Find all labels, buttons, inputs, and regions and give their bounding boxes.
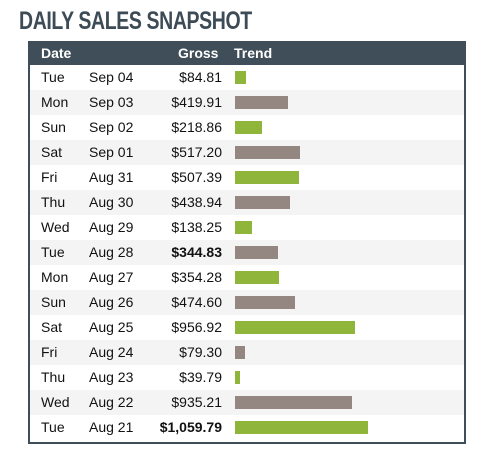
- table-row: Fri Aug 24 $79.30: [30, 340, 464, 365]
- row-day: Wed: [41, 219, 70, 235]
- row-day: Mon: [41, 269, 69, 285]
- row-gross: $935.21: [171, 394, 222, 410]
- header-trend: Trend: [234, 45, 273, 61]
- table-row: Mon Aug 27 $354.28: [30, 265, 464, 290]
- page-title: DAILY SALES SNAPSHOT: [19, 7, 252, 35]
- trend-bar: [235, 346, 245, 359]
- row-date: Aug 29: [89, 219, 134, 235]
- table-row: Wed Aug 22 $935.21: [30, 390, 464, 415]
- row-date: Aug 25: [89, 319, 134, 335]
- header-date: Date: [41, 45, 72, 61]
- row-gross: $517.20: [171, 144, 222, 160]
- table-row: Mon Sep 03 $419.91: [30, 90, 464, 115]
- trend-bar: [235, 221, 252, 234]
- row-gross: $507.39: [171, 169, 222, 185]
- trend-bar: [235, 146, 300, 159]
- row-date: Aug 31: [89, 169, 134, 185]
- row-gross: $474.60: [171, 294, 222, 310]
- table-row: Sun Aug 26 $474.60: [30, 290, 464, 315]
- row-gross: $84.81: [179, 69, 222, 85]
- row-date: Sep 03: [89, 94, 134, 110]
- row-gross: $138.25: [171, 219, 222, 235]
- row-day: Thu: [41, 369, 66, 385]
- row-gross: $79.30: [179, 344, 222, 360]
- trend-bar: [235, 396, 352, 409]
- table-row: Wed Aug 29 $138.25: [30, 215, 464, 240]
- row-day: Tue: [41, 69, 65, 85]
- trend-bar: [235, 371, 240, 384]
- table-row: Tue Sep 04 $84.81: [30, 65, 464, 90]
- table-row: Sat Aug 25 $956.92: [30, 315, 464, 340]
- row-date: Aug 30: [89, 194, 134, 210]
- row-date: Aug 21: [89, 419, 134, 435]
- row-day: Sat: [41, 144, 63, 160]
- table-row: Tue Aug 28 $344.83: [30, 240, 464, 265]
- row-date: Aug 27: [89, 269, 134, 285]
- trend-bar: [235, 171, 299, 184]
- header-gross: Gross: [178, 45, 219, 61]
- row-day: Sun: [41, 119, 66, 135]
- row-day: Sat: [41, 319, 63, 335]
- table-row: Sun Sep 02 $218.86: [30, 115, 464, 140]
- row-date: Sep 02: [89, 119, 134, 135]
- row-date: Aug 24: [89, 344, 134, 360]
- row-day: Wed: [41, 394, 70, 410]
- row-date: Aug 26: [89, 294, 134, 310]
- sales-table: Date Gross Trend Tue Sep 04 $84.81 Mon Sep 0…: [28, 41, 466, 444]
- row-day: Mon: [41, 94, 69, 110]
- row-day: Thu: [41, 194, 66, 210]
- row-day: Tue: [41, 419, 65, 435]
- trend-bar: [235, 421, 368, 434]
- row-day: Sun: [41, 294, 66, 310]
- row-day: Fri: [41, 169, 58, 185]
- row-gross: $438.94: [171, 194, 222, 210]
- row-gross: $354.28: [171, 269, 222, 285]
- row-date: Aug 22: [89, 394, 134, 410]
- row-date: Aug 28: [89, 244, 134, 260]
- row-gross: $218.86: [171, 119, 222, 135]
- trend-bar: [235, 296, 295, 309]
- trend-bar: [235, 71, 246, 84]
- trend-bar: [235, 271, 279, 284]
- row-gross: $344.83: [171, 244, 222, 260]
- trend-bar: [235, 321, 355, 334]
- table-row: Fri Aug 31 $507.39: [30, 165, 464, 190]
- trend-bar: [235, 196, 290, 209]
- row-date: Aug 23: [89, 369, 134, 385]
- row-gross: $419.91: [171, 94, 222, 110]
- row-gross: $1,059.79: [159, 419, 222, 435]
- table-row: Sat Sep 01 $517.20: [30, 140, 464, 165]
- trend-bar: [235, 96, 288, 109]
- row-gross: $956.92: [171, 319, 222, 335]
- row-day: Tue: [41, 244, 65, 260]
- table-row: Tue Aug 21 $1,059.79: [30, 415, 464, 440]
- row-day: Fri: [41, 344, 58, 360]
- trend-bar: [235, 121, 262, 134]
- trend-bar: [235, 246, 278, 259]
- table-row: Thu Aug 30 $438.94: [30, 190, 464, 215]
- table-header: Date Gross Trend: [28, 41, 466, 65]
- row-date: Sep 04: [89, 69, 134, 85]
- row-gross: $39.79: [179, 369, 222, 385]
- row-date: Sep 01: [89, 144, 134, 160]
- table-row: Thu Aug 23 $39.79: [30, 365, 464, 390]
